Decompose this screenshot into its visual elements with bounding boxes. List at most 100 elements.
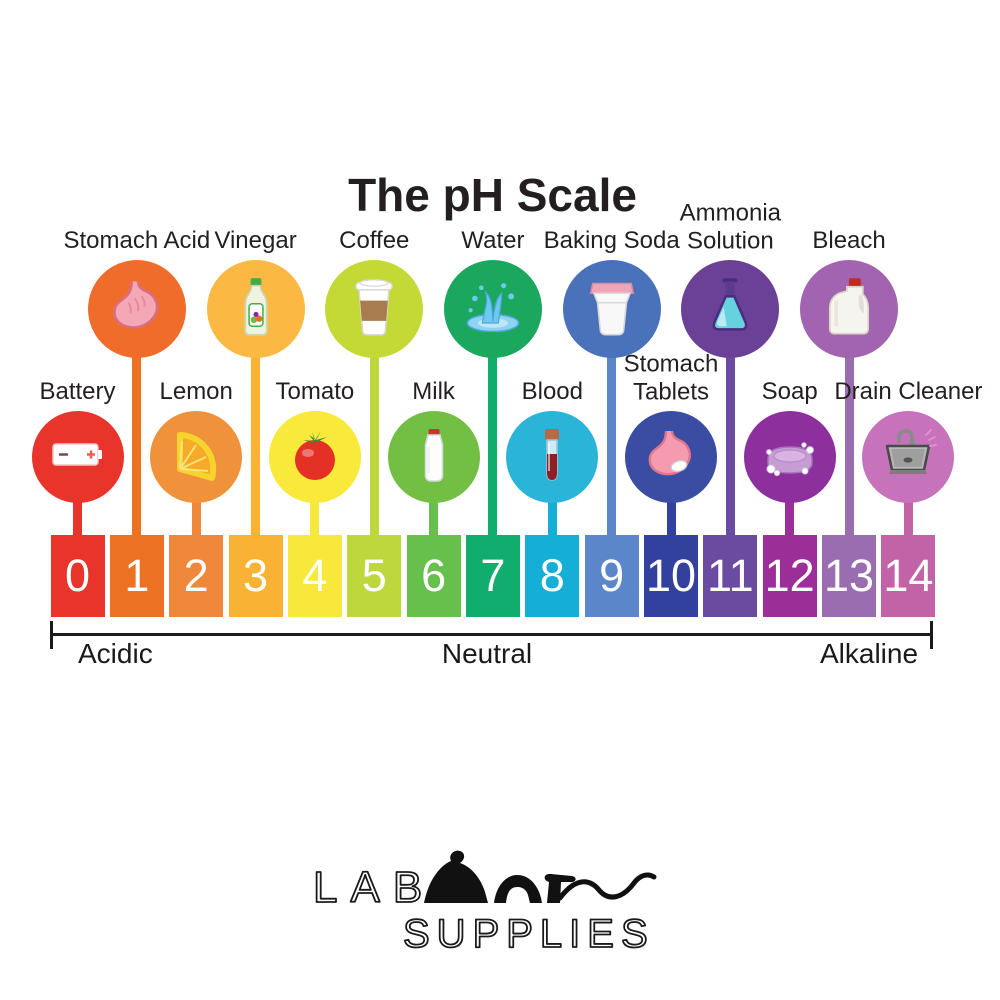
item-label: Stomach Acid [63, 227, 210, 255]
connector-stem [132, 309, 142, 537]
ph-number: 4 [302, 550, 328, 601]
ph-number: 6 [421, 550, 447, 601]
item-circle [625, 411, 717, 503]
page-title: The pH Scale [348, 169, 637, 221]
brand-word-lab: LAB [313, 863, 435, 912]
item-circle [268, 411, 361, 503]
axis-line [50, 633, 933, 636]
item-label: Battery [39, 378, 115, 406]
connector-stem [369, 309, 379, 537]
item-circle [31, 411, 124, 503]
ph-block-14: 14 [881, 535, 936, 617]
water-splash-icon [461, 275, 525, 344]
ph-number: 11 [706, 550, 754, 601]
item-label-line: Bleach [812, 227, 886, 255]
brand-logo: LAB SUPPLIES [312, 850, 657, 954]
ph-number: 8 [539, 550, 565, 601]
blood-tube-icon [522, 425, 582, 490]
soap-bar-icon [760, 425, 820, 490]
connector-stem [844, 309, 854, 537]
item-circle [800, 260, 899, 358]
item-label: Water [461, 227, 524, 255]
ph-block-1: 1 [109, 535, 164, 617]
item-label-line: Stomach Acid [63, 227, 211, 255]
item-circle [87, 260, 186, 358]
battery-icon [48, 425, 108, 490]
axis-tick-right [930, 621, 933, 649]
item-circle [443, 260, 542, 358]
item-label: Blood [522, 378, 583, 406]
item-label-line: Tomato [275, 378, 355, 406]
ph-number: 3 [243, 550, 269, 601]
item-label-line: Drain Cleaner [834, 378, 983, 406]
ph-number: 12 [764, 550, 815, 601]
item-circle [743, 411, 836, 503]
ph-block-9: 9 [584, 535, 639, 617]
item-label-line: Vinegar [214, 227, 297, 255]
connector-stem [251, 309, 261, 537]
ph-block-10: 10 [644, 535, 698, 617]
ph-number: 7 [480, 550, 506, 601]
item-label-line: Stomach [623, 350, 719, 378]
item-label-line: Baking Soda [543, 227, 680, 255]
item-label: Milk [412, 378, 455, 406]
flask-icon [698, 275, 762, 344]
item-label: Lemon [159, 378, 232, 406]
axis-label-acidic: Acidic [78, 638, 153, 669]
ph-number: 9 [599, 550, 625, 601]
ph-block-8: 8 [525, 535, 580, 617]
item-label: Baking Soda [544, 227, 680, 255]
rat-silhouette-icon [424, 850, 657, 903]
ph-number: 13 [824, 550, 875, 601]
ph-block-5: 5 [347, 535, 402, 617]
ph-block-12: 12 [762, 535, 817, 617]
item-label-line: Battery [39, 378, 116, 406]
item-label-line: Solution [686, 227, 774, 255]
ph-number: 5 [361, 550, 387, 601]
ph-number: 0 [64, 550, 91, 601]
ph-number: 10 [645, 550, 697, 601]
ph-block-13: 13 [822, 535, 877, 617]
item-circle [862, 411, 955, 503]
ph-block-0: 0 [50, 535, 105, 617]
coffee-cup-icon [342, 275, 406, 344]
sink-icon [878, 425, 938, 490]
lemon-slice-icon [166, 425, 226, 490]
item-label: Soap [762, 378, 818, 406]
ph-number: 2 [183, 550, 209, 601]
item-label-line: Lemon [159, 378, 233, 406]
connector-stem [488, 309, 498, 537]
stomach-tablet-icon [641, 425, 701, 490]
baking-soda-tub-icon [580, 275, 644, 344]
item-label-line: Water [461, 227, 525, 255]
ph-block-3: 3 [228, 535, 283, 617]
item-circle [206, 260, 305, 358]
item-label-line: Milk [412, 378, 455, 406]
item-label: Tomato [276, 378, 355, 406]
item-circle [150, 411, 243, 503]
stomach-icon [105, 275, 169, 344]
item-label: Stomach Tablets [624, 350, 719, 406]
connector-stem [607, 309, 617, 537]
item-label: Bleach [812, 227, 885, 255]
item-circle [387, 411, 480, 503]
item-label-line: Ammonia [679, 199, 782, 227]
axis-label-neutral: Neutral [441, 638, 533, 669]
ph-block-7: 7 [465, 535, 520, 617]
connector-stem [725, 309, 735, 537]
tomato-icon [285, 425, 345, 490]
item-circle [562, 260, 661, 358]
ph-block-4: 4 [287, 535, 342, 617]
ph-block-11: 11 [703, 535, 758, 617]
axis-tick-left [50, 621, 53, 649]
item-label-line: Tablets [632, 378, 710, 406]
ph-number: 1 [124, 550, 150, 601]
item-label-line: Soap [761, 378, 818, 406]
vinegar-bottle-icon [224, 275, 288, 344]
item-label-line: Coffee [339, 227, 410, 255]
item-circle [325, 260, 424, 358]
axis-label-alkaline: Alkaline [819, 638, 919, 669]
item-label-line: Blood [521, 378, 583, 406]
ph-number: 14 [883, 550, 934, 601]
